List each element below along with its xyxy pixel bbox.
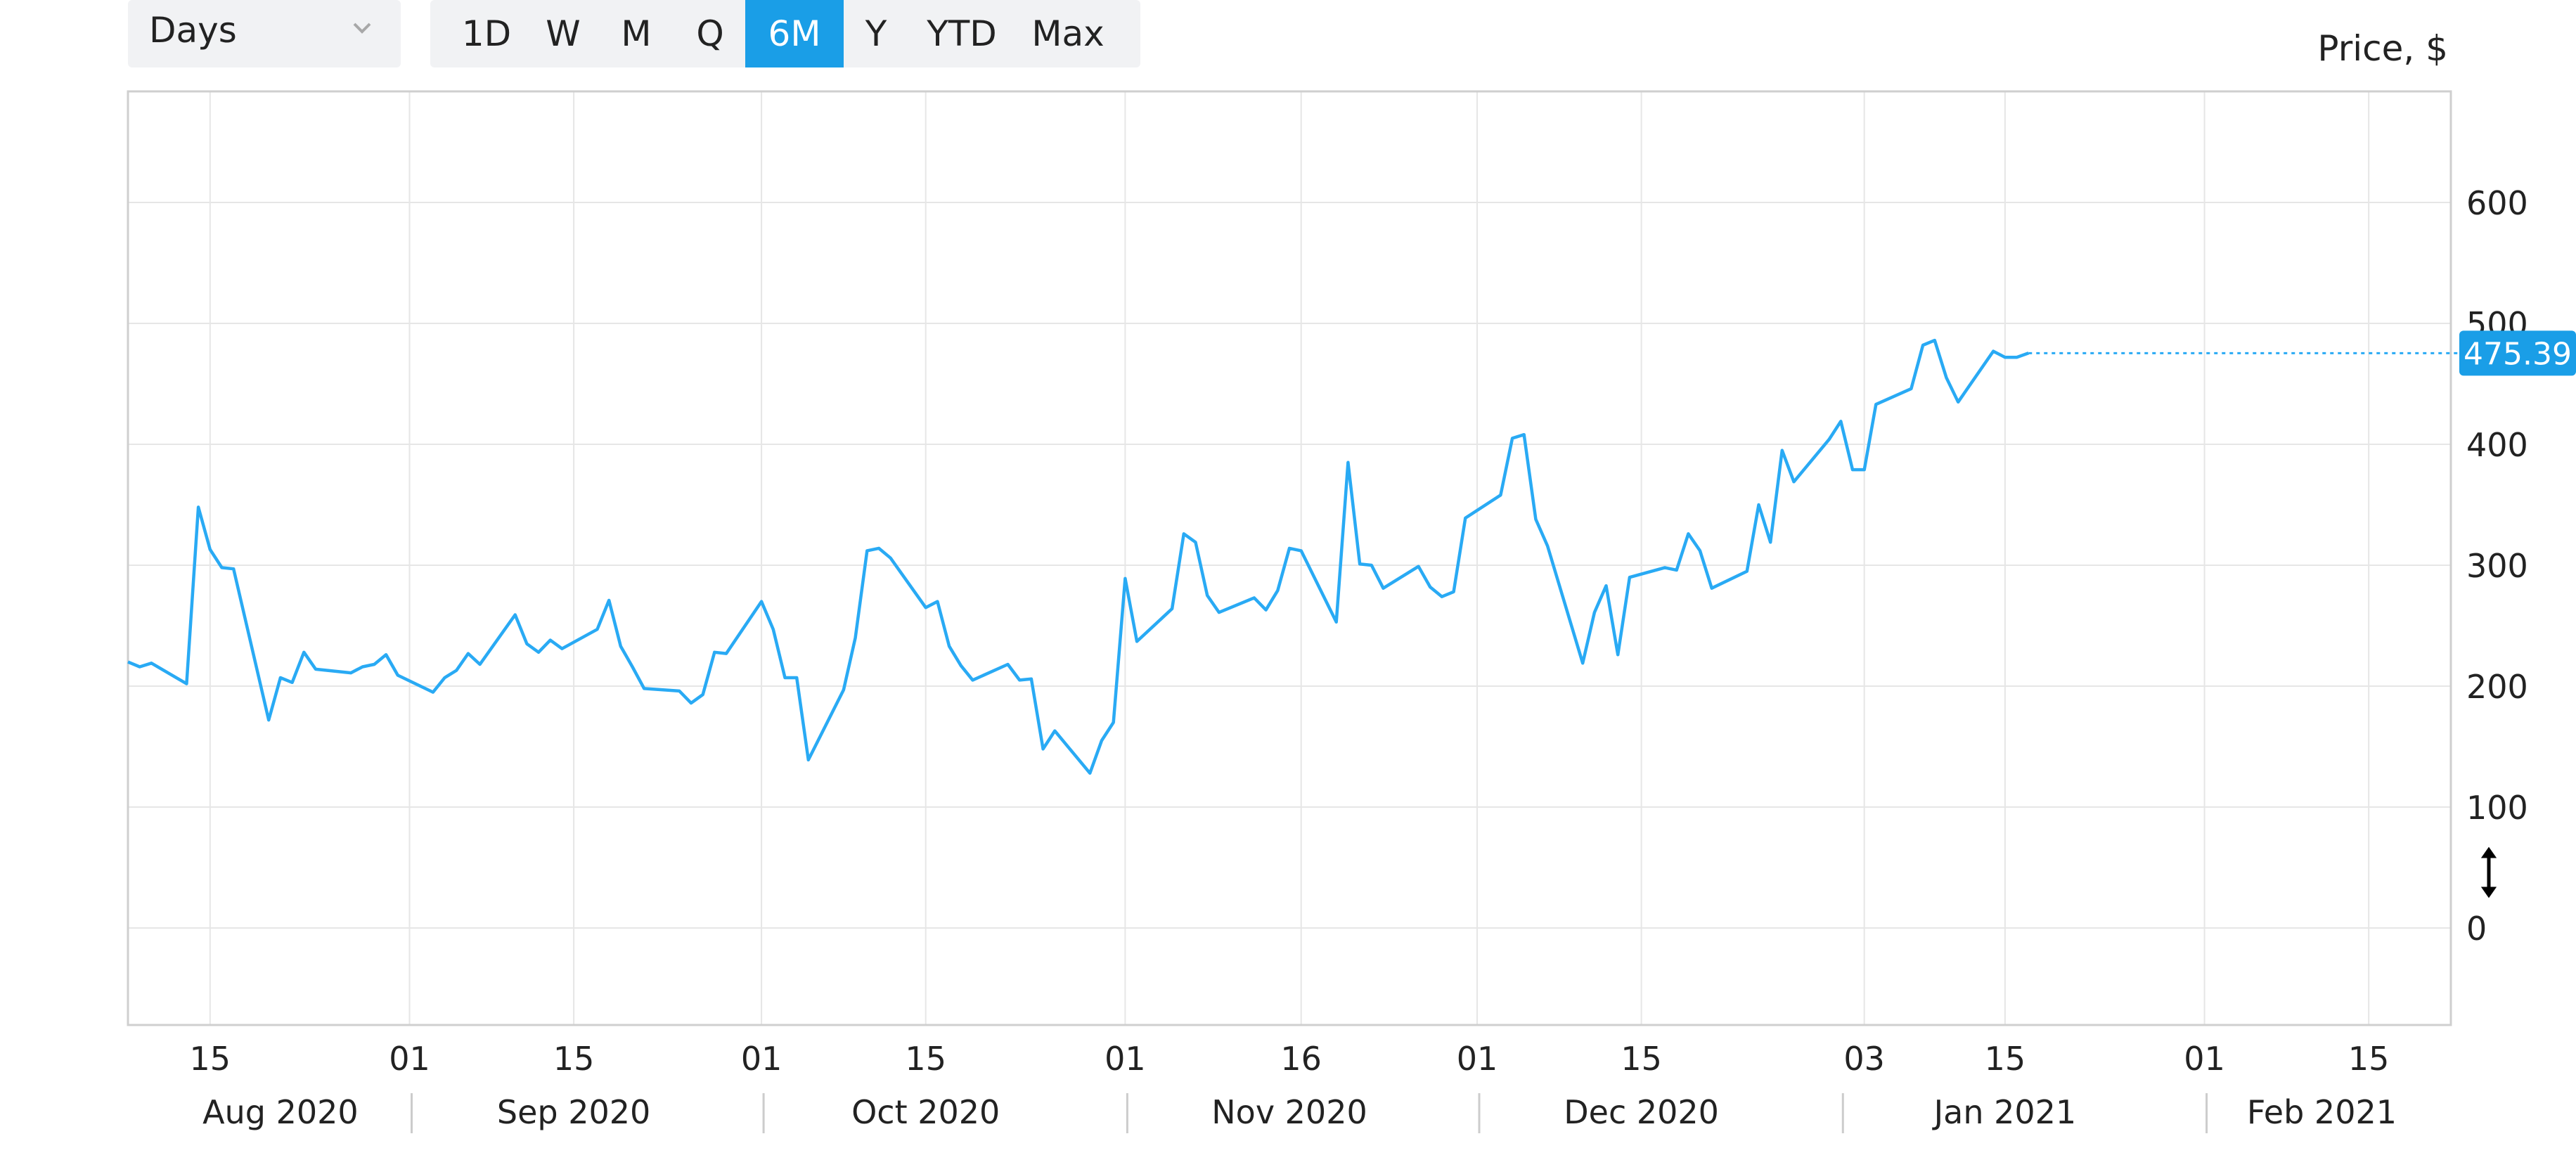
- chart-toolbar: Days 1D W M Q 6M Y YTD Max Price, $: [0, 0, 2576, 91]
- month-label: Oct 2020: [851, 1093, 1000, 1131]
- range-button-6m[interactable]: 6M: [745, 0, 844, 67]
- y-tick-label: 600: [2466, 184, 2528, 222]
- range-button-q[interactable]: Q: [696, 13, 724, 54]
- x-tick-label: 15: [1985, 1040, 2026, 1078]
- chevron-down-icon: [353, 22, 371, 34]
- x-tick-label: 15: [190, 1040, 231, 1078]
- x-tick-label: 16: [1280, 1040, 1322, 1078]
- x-tick-label: 15: [553, 1040, 595, 1078]
- range-button-group: 1D W M Q 6M Y YTD Max: [430, 0, 1140, 67]
- x-tick-label: 15: [905, 1040, 946, 1078]
- month-label: Aug 2020: [202, 1093, 359, 1131]
- month-label: Sep 2020: [497, 1093, 650, 1131]
- x-tick-label: 01: [389, 1040, 430, 1078]
- price-line: [127, 338, 2030, 775]
- resize-vertical-icon[interactable]: [2477, 843, 2501, 902]
- plot-frame: [127, 90, 2452, 1026]
- period-select-value: Days: [149, 10, 237, 51]
- y-tick-label: 200: [2466, 668, 2528, 706]
- x-tick-label: 15: [2348, 1040, 2390, 1078]
- range-button-w[interactable]: W: [546, 13, 581, 54]
- range-button-ytd[interactable]: YTD: [927, 13, 997, 54]
- x-tick-label: 03: [1843, 1040, 1885, 1078]
- period-select[interactable]: Days: [128, 0, 401, 67]
- month-label: Nov 2020: [1211, 1093, 1367, 1131]
- y-tick-label: 300: [2466, 547, 2528, 585]
- price-axis-title: Price, $: [2317, 28, 2448, 69]
- x-tick-label: 01: [1457, 1040, 1498, 1078]
- range-button-max[interactable]: Max: [1031, 13, 1105, 54]
- x-tick-label: 01: [2184, 1040, 2225, 1078]
- month-label: Feb 2021: [2247, 1093, 2397, 1131]
- x-tick-label: 01: [1105, 1040, 1146, 1078]
- range-button-y[interactable]: Y: [865, 13, 887, 54]
- y-tick-label: 400: [2466, 426, 2528, 464]
- last-value-badge: [2459, 330, 2576, 376]
- month-label: Jan 2021: [1932, 1093, 2077, 1131]
- month-label: Dec 2020: [1564, 1093, 1719, 1131]
- last-value-label: 475.39: [2464, 336, 2572, 372]
- range-button-m[interactable]: M: [621, 13, 652, 54]
- y-tick-label: 100: [2466, 789, 2528, 827]
- range-button-1d[interactable]: 1D: [461, 13, 512, 54]
- x-tick-label: 01: [741, 1040, 783, 1078]
- x-tick-label: 15: [1621, 1040, 1662, 1078]
- y-tick-label: 0: [2466, 910, 2487, 948]
